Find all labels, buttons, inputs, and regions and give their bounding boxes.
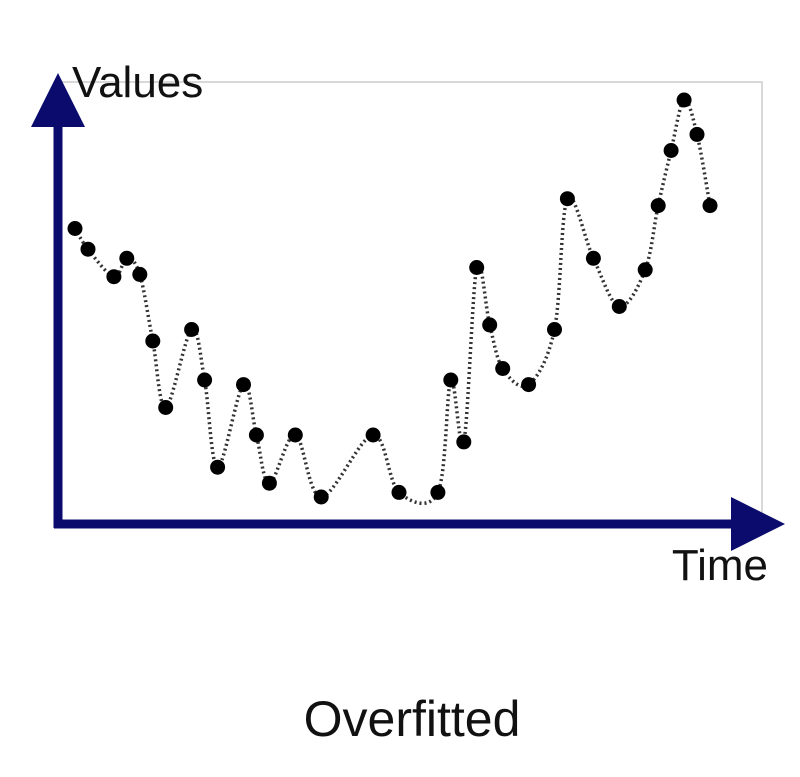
- data-point-5: [132, 266, 148, 282]
- data-point-23: [495, 361, 511, 376]
- data-point-2: [80, 241, 96, 257]
- data-point-9: [197, 372, 213, 388]
- data-point-24: [521, 377, 537, 393]
- data-point-3: [106, 269, 122, 285]
- chart-caption: Overfitted: [304, 691, 521, 747]
- data-point-18: [430, 484, 446, 500]
- data-point-13: [261, 475, 277, 491]
- data-point-12: [248, 427, 264, 443]
- data-point-8: [184, 322, 200, 337]
- data-point-30: [650, 198, 666, 214]
- data-point-32: [676, 92, 692, 108]
- x-axis-label: Time: [672, 541, 768, 590]
- data-point-6: [145, 333, 161, 349]
- data-point-31: [663, 143, 679, 158]
- data-point-14: [287, 427, 303, 443]
- data-point-21: [469, 260, 485, 275]
- data-point-7: [158, 400, 174, 415]
- data-point-25: [547, 322, 562, 337]
- data-point-17: [391, 484, 407, 500]
- data-points: [67, 92, 718, 505]
- y-axis-label: Values: [72, 58, 203, 107]
- data-point-20: [456, 434, 472, 450]
- data-point-27: [585, 250, 601, 266]
- data-point-22: [482, 317, 498, 333]
- data-point-4: [119, 250, 135, 266]
- data-point-26: [559, 191, 575, 207]
- data-point-29: [637, 262, 653, 278]
- data-point-1: [67, 221, 83, 236]
- data-point-16: [365, 427, 381, 443]
- plot-frame: [57, 81, 763, 525]
- data-point-28: [611, 299, 627, 314]
- data-point-10: [210, 459, 226, 475]
- data-point-11: [236, 377, 251, 393]
- data-point-34: [702, 198, 718, 214]
- data-point-15: [313, 489, 329, 505]
- data-point-33: [689, 126, 705, 142]
- data-point-19: [443, 372, 459, 388]
